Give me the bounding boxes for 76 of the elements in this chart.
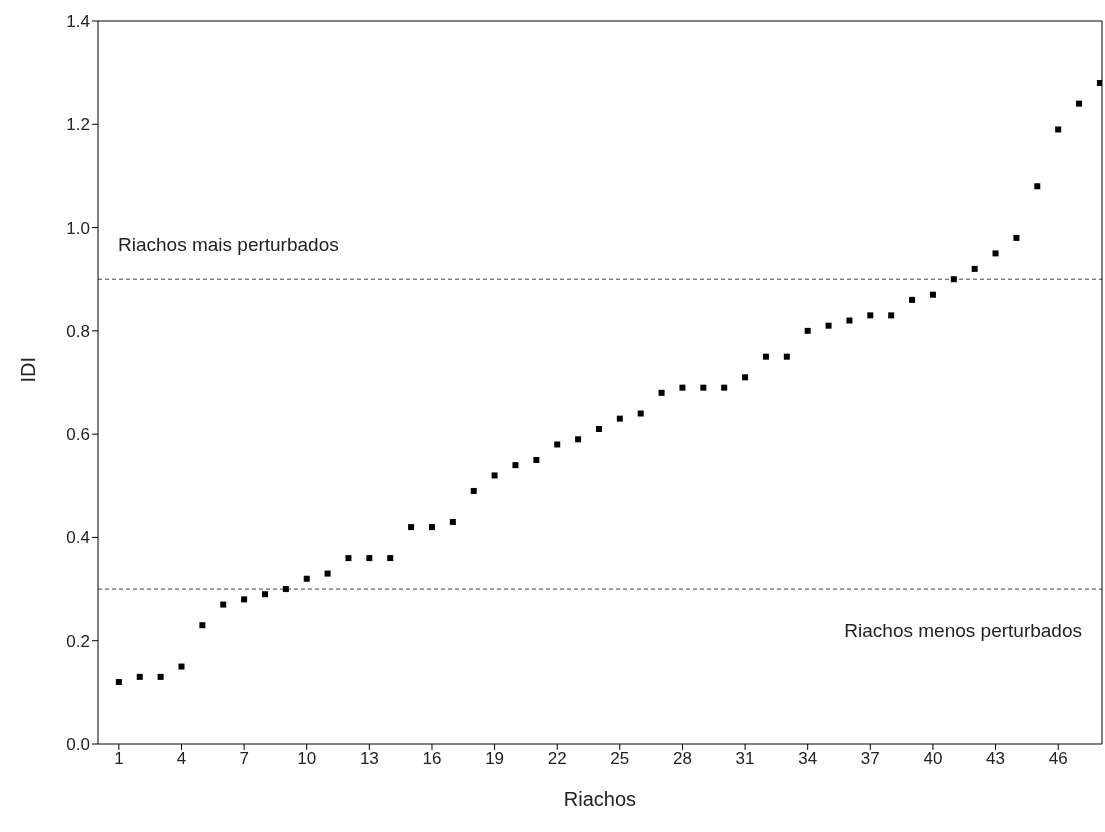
point bbox=[178, 663, 185, 670]
point bbox=[157, 673, 164, 680]
point bbox=[1096, 79, 1102, 86]
point bbox=[241, 596, 248, 603]
ref-line-label: Riachos menos perturbados bbox=[844, 620, 1082, 642]
point bbox=[491, 472, 498, 479]
point bbox=[909, 296, 916, 303]
point bbox=[721, 384, 728, 391]
x-tick-label: 34 bbox=[798, 749, 818, 769]
point bbox=[115, 679, 122, 686]
point bbox=[408, 524, 415, 531]
point bbox=[825, 322, 832, 329]
x-tick-label: 4 bbox=[176, 749, 187, 769]
x-tick-label: 22 bbox=[547, 749, 567, 769]
point bbox=[992, 250, 999, 257]
point bbox=[345, 555, 352, 562]
point bbox=[366, 555, 373, 562]
y-tick-label: 0.6 bbox=[66, 425, 90, 445]
point bbox=[220, 601, 227, 608]
point bbox=[261, 591, 268, 598]
y-tick-label: 1.0 bbox=[66, 218, 90, 238]
point bbox=[1076, 100, 1083, 107]
x-tick-label: 25 bbox=[610, 749, 630, 769]
point bbox=[554, 441, 561, 448]
x-tick-label: 19 bbox=[485, 749, 505, 769]
point bbox=[616, 415, 623, 422]
point bbox=[1034, 183, 1041, 190]
point bbox=[387, 555, 394, 562]
x-tick-label: 1 bbox=[114, 749, 124, 769]
y-tick-label: 0.8 bbox=[66, 321, 90, 341]
y-tick-label: 0.0 bbox=[66, 735, 90, 755]
point bbox=[199, 622, 206, 629]
y-tick-label: 1.4 bbox=[66, 12, 90, 32]
x-tick-label: 31 bbox=[735, 749, 755, 769]
point bbox=[637, 410, 644, 417]
point bbox=[470, 487, 477, 494]
x-tick-label: 28 bbox=[672, 749, 692, 769]
x-tick-label: 10 bbox=[297, 749, 317, 769]
point bbox=[804, 327, 811, 334]
point bbox=[449, 518, 456, 525]
x-tick-label: 46 bbox=[1048, 749, 1068, 769]
y-tick-label: 0.2 bbox=[66, 631, 90, 651]
point bbox=[762, 353, 769, 360]
y-axis-title: IDI bbox=[17, 356, 40, 383]
point bbox=[533, 456, 540, 463]
point bbox=[282, 586, 289, 593]
point bbox=[595, 425, 602, 432]
point bbox=[679, 384, 686, 391]
x-tick-label: 13 bbox=[359, 749, 379, 769]
x-tick-label: 7 bbox=[239, 749, 249, 769]
point bbox=[1055, 126, 1062, 133]
point bbox=[846, 317, 853, 324]
point bbox=[136, 673, 143, 680]
x-tick-label: 16 bbox=[422, 749, 442, 769]
point bbox=[700, 384, 707, 391]
x-tick-label: 37 bbox=[860, 749, 880, 769]
point bbox=[783, 353, 790, 360]
x-axis-title: Riachos bbox=[563, 788, 637, 810]
point bbox=[971, 265, 978, 272]
ref-line-label: Riachos mais perturbados bbox=[118, 234, 339, 256]
point bbox=[428, 524, 435, 531]
point bbox=[1013, 234, 1020, 241]
point bbox=[575, 436, 582, 443]
point bbox=[888, 312, 895, 319]
point bbox=[950, 276, 957, 283]
y-tick-label: 1.2 bbox=[66, 115, 90, 135]
x-tick-label: 40 bbox=[923, 749, 943, 769]
x-tick-label: 43 bbox=[986, 749, 1006, 769]
point bbox=[742, 374, 749, 381]
point bbox=[512, 462, 519, 469]
point bbox=[324, 570, 331, 577]
y-tick-label: 0.4 bbox=[66, 528, 90, 548]
point bbox=[929, 291, 936, 298]
point bbox=[303, 575, 310, 582]
point bbox=[658, 389, 665, 396]
point bbox=[867, 312, 874, 319]
